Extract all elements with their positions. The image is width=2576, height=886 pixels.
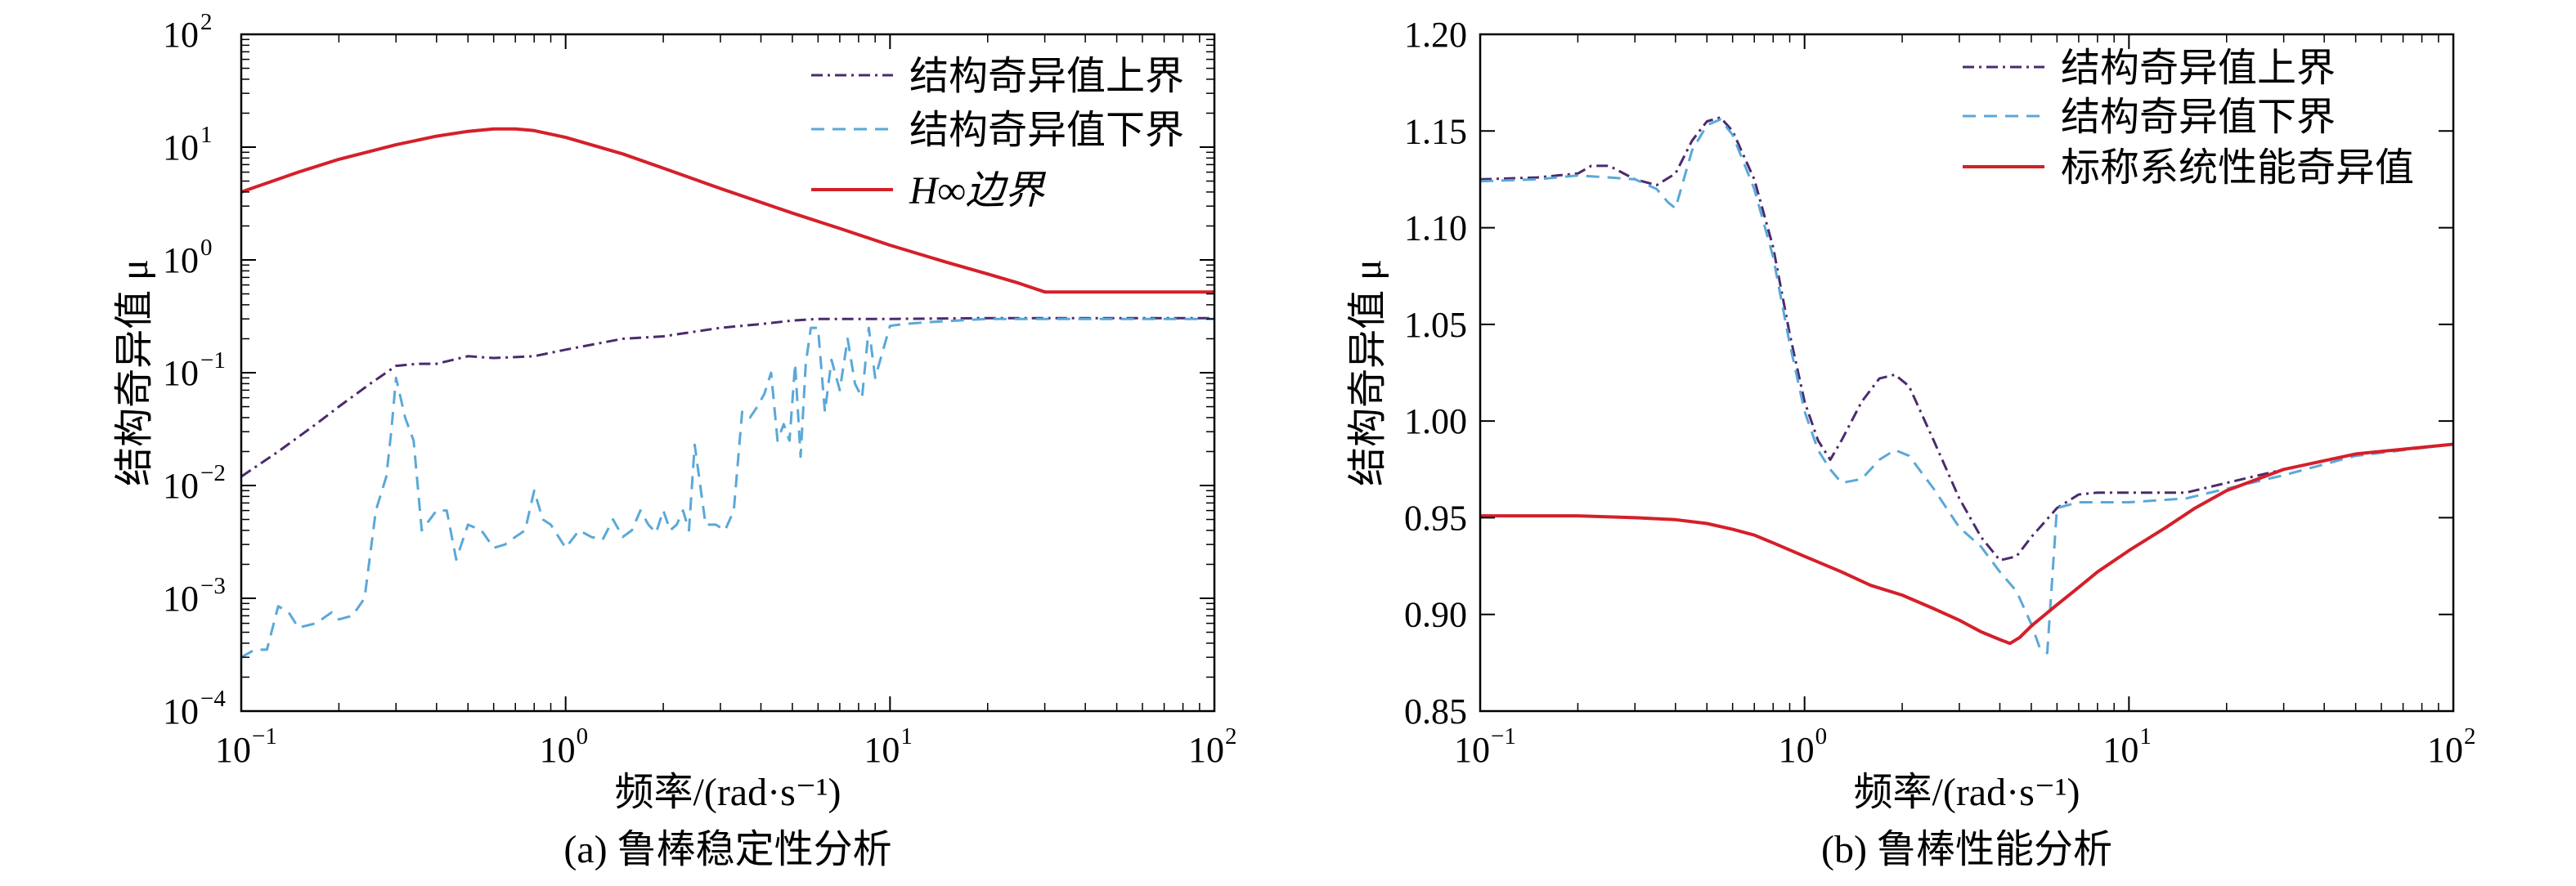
panel-a-x-tick-exponent: 2 [1225,723,1237,750]
panel-b-legend-label-upper: 结构奇异值上界 [2061,47,2336,90]
panel-a-ticks-layer [240,34,1215,712]
panel-b-legend-label-nominal: 标称系统性能奇异值 [2061,146,2414,190]
panel-b-y-tick-label: 1.10 [1404,208,1467,248]
panel-a-legend-label-upper: 结构奇异值上界 [909,55,1184,98]
chart-panel-b: 10 −1 10 0 10 1 10 20.850.900.951.001.051.101.1… [1346,15,2476,871]
panel-b-tick-labels: 10 −1 10 0 10 1 10 20.850.900.951.001.051.101.1… [1404,15,2476,770]
panel-a-x-tick-exponent: 0 [577,723,589,750]
panel-b-x-tick-label: 10 [2103,730,2138,770]
panel-b-ticks-layer [1479,34,2454,712]
panel-b-x-tick-exponent: 1 [2139,723,2152,750]
panel-a-x-tick-label: 10 [864,730,900,770]
panel-a-y-tick-exponent: 2 [200,9,213,35]
panel-a-y-tick-label: 10 [163,579,199,619]
panel-b-x-tick-exponent: 0 [1815,723,1828,750]
panel-b-x-axis-label: 频率/(rad·s⁻¹) [1854,771,2080,814]
panel-a-y-tick-label: 10 [163,240,199,280]
panel-a-y-tick-label: 10 [163,691,199,732]
panel-a-x-tick-exponent: 1 [900,723,913,750]
panel-b-legend: 结构奇异值上界 结构奇异值下界 标称系统性能奇异值 [1963,47,2414,190]
panel-b-y-tick-label: 0.85 [1404,691,1467,732]
panel-a-x-tick-exponent: −1 [252,723,277,750]
panel-a-y-tick-exponent: −4 [200,686,226,712]
panel-a-y-tick-label: 10 [163,128,199,168]
panel-b-y-tick-label: 1.05 [1404,305,1467,345]
panel-b-y-tick-label: 1.20 [1404,15,1467,55]
panel-a-x-tick-label: 10 [215,730,251,770]
panel-a-y-axis-label: 结构奇异值 μ [113,259,156,486]
panel-b-series-upper-bound [1479,116,2454,562]
panel-b-x-tick-exponent: −1 [1491,723,1516,750]
panel-a-y-tick-exponent: −3 [200,573,226,599]
panel-a-x-tick-label: 10 [540,730,576,770]
panel-b-y-tick-label: 1.15 [1404,111,1467,151]
panel-b-series-reference [1480,442,2454,646]
panel-a-caption: (a) 鲁棒稳定性分析 [563,828,891,871]
panel-a-legend: 结构奇异值上界 结构奇异值下界 H∞边界 [811,55,1184,213]
panel-a-y-tick-label: 10 [163,466,199,506]
panel-a-legend-label-hinf: H∞边界 [909,169,1047,213]
panel-b-x-tick-label: 10 [1454,730,1490,770]
panel-a-y-tick-exponent: −2 [200,460,226,486]
chart-panel-a: 10 −1 10 0 10 1 10 210 −410 −310 −210 −110 010 110 2 结… [113,9,1237,871]
panel-a-x-axis-label: 频率/(rad·s⁻¹) [615,771,841,814]
panel-b-x-tick-exponent: 2 [2464,723,2476,750]
panel-b-plot-frame [1479,33,2455,713]
panel-b-y-axis-label: 结构奇异值 μ [1346,259,1389,486]
panel-a-series-layer [240,127,1214,659]
panel-a-y-tick-exponent: 1 [200,122,213,148]
panel-a-x-tick-label: 10 [1188,730,1224,770]
panel-a-tick-labels: 10 −1 10 0 10 1 10 210 −410 −310 −210 −110 010 110 2 [163,9,1237,770]
panel-b-series-lower-bound [1479,118,2454,655]
panel-b-x-tick-label: 10 [2427,730,2463,770]
panel-a-legend-label-lower: 结构奇异值下界 [909,109,1184,152]
panel-a-y-tick-exponent: −1 [200,347,226,374]
panel-a-series-reference [240,127,1214,294]
panel-b-x-tick-label: 10 [1779,730,1815,770]
panel-a-series-upper-bound [240,316,1214,478]
panel-a-y-tick-label: 10 [163,353,199,393]
panel-b-y-tick-label: 0.95 [1404,498,1467,538]
panel-a-y-tick-label: 10 [163,15,199,55]
panel-a-series-lower-bound [240,317,1214,659]
panel-b-series-layer [1479,116,2454,655]
panel-b-y-tick-label: 1.00 [1404,401,1467,441]
panel-b-legend-label-lower: 结构奇异值下界 [2061,96,2336,139]
panel-b-y-tick-label: 0.90 [1404,595,1467,635]
panel-a-y-tick-exponent: 0 [200,235,213,261]
panel-b-caption: (b) 鲁棒性能分析 [1821,828,2112,871]
